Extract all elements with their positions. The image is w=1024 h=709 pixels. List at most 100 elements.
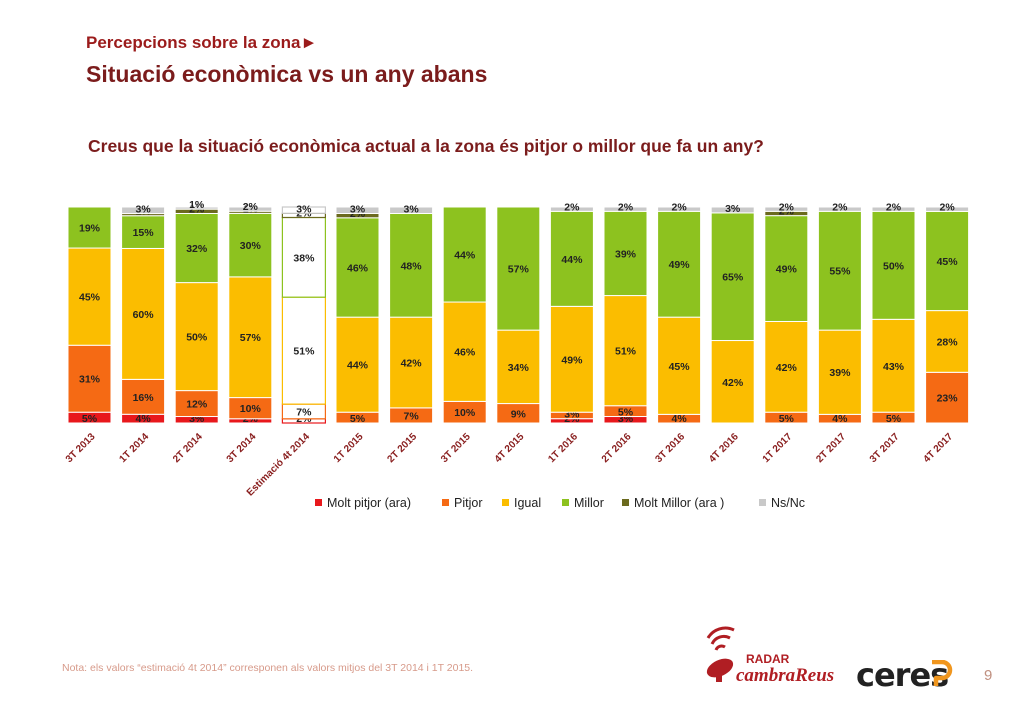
data-label: 44% [561,254,583,266]
data-label: 32% [186,243,208,255]
data-label: 2% [779,201,795,213]
data-label: 10% [454,407,476,419]
bar-segment [549,305,594,413]
bar-segment [121,247,166,380]
x-tick-label: 4T 2017 [921,431,955,465]
data-label: 57% [240,332,262,344]
bar-segment [121,215,166,249]
bar-segment [335,316,380,413]
bar-segment [67,206,112,249]
bar-segment [174,206,219,210]
x-tick-label: 1T 2014 [117,431,151,465]
section-kicker: Percepcions sobre la zona► [86,33,318,52]
legend-swatch [442,499,449,506]
data-label: 49% [561,354,583,366]
bar-segment [603,210,648,297]
bar-segment [281,296,326,405]
data-label: 38% [293,252,315,264]
data-label: 44% [454,250,476,262]
footnote: Nota: els valors “estimació 4t 2014” cor… [62,662,474,674]
data-label: 23% [937,393,959,405]
bar-segment [281,206,326,214]
data-label: 4% [672,413,688,425]
data-label: 4% [136,413,152,425]
data-label: 2% [672,201,688,213]
data-label: 5% [886,413,902,425]
bar-segment [871,206,916,212]
bar-segment [389,316,434,409]
x-tick-label: 4T 2016 [707,431,741,465]
data-label: 51% [615,346,637,358]
data-label: 46% [454,347,476,359]
data-label: 50% [883,260,905,272]
data-label: 3% [350,203,366,215]
bar-segment [442,206,487,303]
bar-segment [281,216,326,298]
data-label: 12% [186,399,208,411]
survey-question: Creus que la situació econòmica actual a… [88,136,764,156]
legend-swatch [622,499,629,506]
data-label: 28% [937,336,959,348]
bar-segment [710,206,755,214]
legend-label: Igual [514,496,541,510]
data-label: 65% [722,272,744,284]
bar-segment [335,206,380,214]
bar-segment [817,210,862,331]
data-label: 3% [404,203,420,215]
data-label: 7% [404,410,420,422]
bar-segment [657,206,702,212]
bar-segment [657,210,702,318]
bar-segment [496,329,541,405]
bar-segment [657,316,702,415]
data-label: 5% [82,413,98,425]
x-tick-label: 3T 2014 [225,431,259,465]
data-label: 30% [240,240,262,252]
data-label: 45% [79,292,101,304]
x-tick-label: 3T 2017 [868,431,902,465]
data-label: 44% [347,360,369,372]
x-tick-label: 2T 2016 [600,431,634,465]
bar-segment [925,310,970,373]
x-tick-label: 4T 2015 [493,431,527,465]
bar-segment [764,215,809,322]
bar-segment [121,206,166,215]
data-label: 49% [669,259,691,271]
data-label: 3% [136,204,152,216]
bar-segment [925,206,970,212]
data-label: 19% [79,223,101,235]
legend-label: Pitjor [454,496,482,510]
x-tick-label: 1T 2015 [332,431,366,465]
bar-segment [174,212,219,284]
bar-segment [871,210,916,320]
bar-segment [228,206,273,212]
data-label: 1% [189,199,205,211]
bar-segment [817,206,862,212]
data-label: 60% [133,309,155,321]
data-label: 42% [722,377,744,389]
bar-segment [67,247,112,346]
x-tick-label: 2T 2015 [385,431,419,465]
data-label: 39% [615,248,637,260]
data-label: 2% [886,201,902,213]
legend-swatch [502,499,509,506]
stacked-bar-chart: 5% 31% 45% 19% 3T 2013 4% 16% 60% 15% 1% 3% 1T 2014… [64,199,970,510]
legend-label: Molt Millor (ara ) [634,496,724,510]
data-label: 7% [296,406,312,418]
legend-swatch [562,499,569,506]
page-title: Situació econòmica vs un any abans [86,61,488,87]
data-label: 5% [779,413,795,425]
data-label: 51% [293,346,315,358]
data-label: 50% [186,332,208,344]
legend-swatch [315,499,322,506]
bar-segment [228,212,273,278]
bar-segment [335,217,380,318]
data-label: 43% [883,361,905,373]
data-label: 45% [937,256,959,268]
data-label: 2% [243,201,259,213]
data-label: 5% [350,413,366,425]
bar-segment [389,206,434,214]
data-label: 2% [832,201,848,213]
data-label: 2% [940,201,956,213]
data-label: 39% [829,367,851,379]
radar-logo-icon [706,626,735,682]
